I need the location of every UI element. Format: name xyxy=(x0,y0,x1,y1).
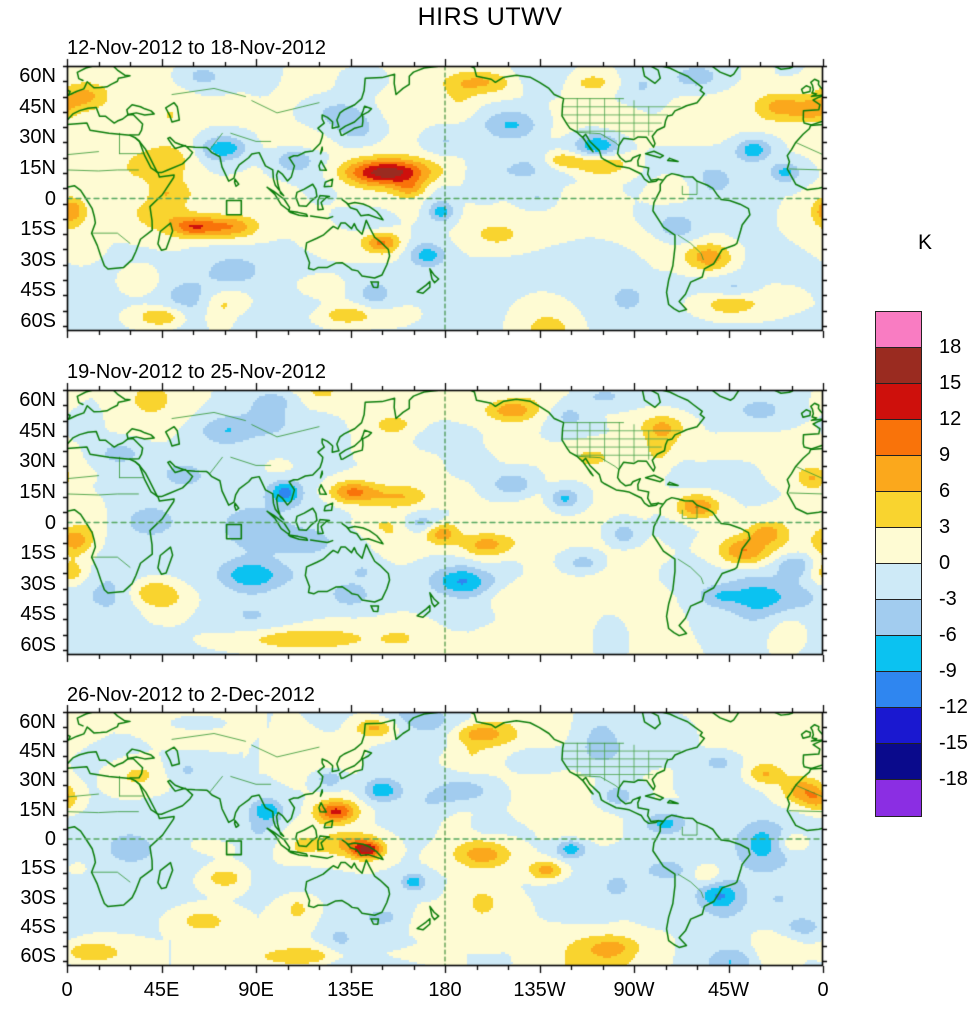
colorbar-swatch xyxy=(876,420,921,456)
y-axis-label: 60N xyxy=(19,389,56,412)
map-panel-1-canvas xyxy=(59,58,831,339)
colorbar-tick-label: -9 xyxy=(939,660,957,682)
colorbar-swatch xyxy=(876,348,921,384)
x-axis-label: 45E xyxy=(143,979,180,1001)
colorbar-unit-label: K xyxy=(917,231,932,254)
x-axis-label: 180 xyxy=(428,979,462,1001)
y-axis-label: 45S xyxy=(20,603,56,626)
y-axis-label: 0 xyxy=(44,511,56,534)
y-axis-label: 45S xyxy=(20,915,56,938)
y-axis-label: 15S xyxy=(20,857,56,880)
x-axis-label: 135W xyxy=(513,979,566,1001)
map-panel-3-canvas xyxy=(59,704,831,974)
y-axis-label: 45N xyxy=(19,740,56,763)
x-axis-label: 90W xyxy=(613,979,655,1001)
colorbar-swatch xyxy=(876,780,921,816)
y-axis-label: 15N xyxy=(19,798,56,821)
colorbar-tick-label: 15 xyxy=(939,372,962,394)
colorbar-tick-label: 0 xyxy=(939,552,951,574)
y-axis-label: 60S xyxy=(20,633,56,656)
y-axis-label: 30N xyxy=(19,450,56,473)
colorbar-swatch xyxy=(876,492,921,528)
colorbar-swatch xyxy=(876,384,921,420)
x-axis-label: 90E xyxy=(238,979,274,1001)
x-axis-label: 0 xyxy=(61,979,73,1001)
y-axis-label: 60N xyxy=(19,710,56,733)
y-axis-label: 15S xyxy=(20,218,56,241)
colorbar-swatch xyxy=(876,312,921,348)
y-axis-label: 30S xyxy=(20,572,56,595)
colorbar-tick-label: 18 xyxy=(939,336,962,358)
map-panel-2-canvas xyxy=(59,382,831,663)
y-axis-label: 60N xyxy=(19,65,56,88)
y-axis-label: 15N xyxy=(19,480,56,503)
panel-2-subtitle: 19-Nov-2012 to 25-Nov-2012 xyxy=(67,361,327,383)
y-axis-label: 30N xyxy=(19,126,56,149)
colorbar-tick-label: 9 xyxy=(939,444,951,466)
colorbar-swatch xyxy=(876,456,921,492)
y-axis-label: 45N xyxy=(19,419,56,442)
y-axis-label: 60S xyxy=(20,945,56,968)
y-axis-label: 15N xyxy=(19,156,56,179)
y-axis-label: 30N xyxy=(19,769,56,792)
x-axis-label: 135E xyxy=(327,979,374,1001)
colorbar-swatch xyxy=(876,708,921,744)
colorbar-tick-label: -3 xyxy=(939,588,957,610)
panel-1-subtitle: 12-Nov-2012 to 18-Nov-2012 xyxy=(67,37,327,59)
colorbar-swatch xyxy=(876,672,921,708)
colorbar-tick-label: -12 xyxy=(939,696,968,718)
colorbar-swatch xyxy=(876,564,921,600)
colorbar-tick-label: -6 xyxy=(939,624,957,646)
y-axis-label: 30S xyxy=(20,886,56,909)
colorbar-tick-label: 6 xyxy=(939,480,951,502)
y-axis-label: 45N xyxy=(19,95,56,118)
colorbar-swatch xyxy=(876,600,921,636)
panel-3-subtitle: 26-Nov-2012 to 2-Dec-2012 xyxy=(67,684,315,706)
y-axis-label: 15S xyxy=(20,542,56,565)
y-axis-label: 0 xyxy=(44,828,56,850)
x-axis-label: 0 xyxy=(817,979,829,1001)
y-axis-label: 30S xyxy=(20,248,56,271)
colorbar xyxy=(875,311,922,817)
x-axis-label: 45W xyxy=(707,979,750,1001)
y-axis-label: 0 xyxy=(44,187,56,210)
y-axis-label: 60S xyxy=(20,309,56,332)
y-axis-label: 45S xyxy=(20,279,56,302)
colorbar-tick-label: 3 xyxy=(939,516,951,538)
colorbar-tick-label: -18 xyxy=(939,768,968,790)
figure-title: HIRS UTWV xyxy=(417,3,563,31)
colorbar-swatch xyxy=(876,636,921,672)
colorbar-swatch xyxy=(876,528,921,564)
colorbar-tick-label: -15 xyxy=(939,732,968,754)
colorbar-swatch xyxy=(876,744,921,780)
colorbar-tick-label: 12 xyxy=(939,408,962,430)
